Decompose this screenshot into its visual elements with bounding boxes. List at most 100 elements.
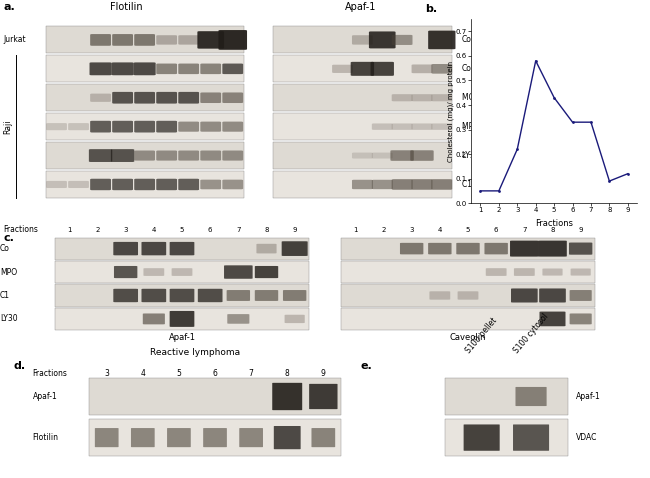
Text: 9: 9 xyxy=(578,227,583,233)
FancyBboxPatch shape xyxy=(178,151,199,161)
FancyBboxPatch shape xyxy=(543,269,563,276)
Text: 8: 8 xyxy=(265,227,268,233)
Text: 3: 3 xyxy=(124,227,128,233)
FancyBboxPatch shape xyxy=(222,180,243,189)
FancyBboxPatch shape xyxy=(227,314,250,324)
Text: 5: 5 xyxy=(177,369,181,378)
FancyBboxPatch shape xyxy=(392,94,413,101)
FancyBboxPatch shape xyxy=(218,30,247,50)
Bar xyxy=(46,26,244,54)
FancyBboxPatch shape xyxy=(198,31,224,49)
FancyBboxPatch shape xyxy=(272,383,302,410)
Text: 4: 4 xyxy=(437,227,442,233)
Text: 7: 7 xyxy=(522,227,526,233)
Text: Apaf-1: Apaf-1 xyxy=(168,333,196,342)
Text: S100 pellet: S100 pellet xyxy=(464,316,499,356)
Bar xyxy=(273,142,452,169)
Text: 2: 2 xyxy=(382,227,385,233)
FancyBboxPatch shape xyxy=(372,180,393,189)
FancyBboxPatch shape xyxy=(90,121,111,132)
FancyBboxPatch shape xyxy=(411,179,432,190)
FancyBboxPatch shape xyxy=(255,290,278,301)
FancyBboxPatch shape xyxy=(46,181,67,188)
FancyBboxPatch shape xyxy=(411,123,432,130)
Text: MPO (5mM): MPO (5mM) xyxy=(462,122,506,131)
FancyBboxPatch shape xyxy=(68,123,89,130)
Text: C1: C1 xyxy=(0,291,10,300)
FancyBboxPatch shape xyxy=(170,289,194,302)
Bar xyxy=(341,261,595,283)
FancyBboxPatch shape xyxy=(256,244,277,253)
Text: 9: 9 xyxy=(292,227,297,233)
FancyBboxPatch shape xyxy=(352,35,373,44)
Bar xyxy=(46,113,244,140)
Bar xyxy=(46,84,244,111)
FancyBboxPatch shape xyxy=(114,266,137,278)
FancyBboxPatch shape xyxy=(227,290,250,301)
Text: Apaf-1: Apaf-1 xyxy=(345,2,376,12)
FancyBboxPatch shape xyxy=(411,94,432,101)
Text: 4: 4 xyxy=(151,227,156,233)
FancyBboxPatch shape xyxy=(515,387,547,406)
FancyBboxPatch shape xyxy=(400,243,423,254)
Text: VDAC: VDAC xyxy=(575,433,597,442)
FancyBboxPatch shape xyxy=(90,63,112,75)
Y-axis label: Cholesterol (mg)/ mg protein: Cholesterol (mg)/ mg protein xyxy=(448,61,454,162)
FancyBboxPatch shape xyxy=(222,151,243,161)
Bar xyxy=(341,284,595,306)
FancyBboxPatch shape xyxy=(200,180,221,189)
FancyBboxPatch shape xyxy=(156,179,177,190)
Text: 5: 5 xyxy=(180,227,184,233)
Bar xyxy=(55,308,309,330)
Text: Flotilin: Flotilin xyxy=(32,433,58,442)
Bar xyxy=(55,261,309,283)
Text: 3: 3 xyxy=(410,227,414,233)
Text: Co: Co xyxy=(0,244,10,253)
Bar xyxy=(46,142,244,169)
FancyBboxPatch shape xyxy=(200,121,221,132)
Bar xyxy=(341,238,595,260)
Text: LY30: LY30 xyxy=(0,315,18,324)
Text: 1: 1 xyxy=(67,227,72,233)
FancyBboxPatch shape xyxy=(458,291,478,300)
FancyBboxPatch shape xyxy=(510,240,539,257)
Text: 6: 6 xyxy=(494,227,499,233)
Text: 6: 6 xyxy=(213,369,218,378)
FancyBboxPatch shape xyxy=(200,92,221,103)
FancyBboxPatch shape xyxy=(143,314,165,325)
Text: 6: 6 xyxy=(208,227,213,233)
FancyBboxPatch shape xyxy=(372,152,393,159)
FancyBboxPatch shape xyxy=(540,288,566,303)
Text: Reactive lymphoma: Reactive lymphoma xyxy=(150,348,240,358)
Text: MPO: MPO xyxy=(0,268,17,277)
FancyBboxPatch shape xyxy=(369,32,396,48)
FancyBboxPatch shape xyxy=(134,179,155,190)
FancyBboxPatch shape xyxy=(156,92,177,104)
Text: e.: e. xyxy=(361,360,372,370)
FancyBboxPatch shape xyxy=(200,64,221,74)
FancyBboxPatch shape xyxy=(484,243,508,254)
Bar xyxy=(273,84,452,111)
Text: LY30 (25mM): LY30 (25mM) xyxy=(462,151,511,160)
FancyBboxPatch shape xyxy=(112,92,133,104)
FancyBboxPatch shape xyxy=(511,288,538,303)
FancyBboxPatch shape xyxy=(134,151,155,161)
FancyBboxPatch shape xyxy=(172,268,192,276)
Text: Flotilin: Flotilin xyxy=(111,2,143,12)
Bar xyxy=(55,238,309,260)
FancyBboxPatch shape xyxy=(391,150,414,161)
FancyBboxPatch shape xyxy=(112,179,133,190)
FancyBboxPatch shape xyxy=(569,314,592,325)
Bar xyxy=(46,171,244,198)
FancyBboxPatch shape xyxy=(372,123,393,130)
Text: b.: b. xyxy=(425,4,437,14)
Bar xyxy=(55,284,309,306)
Text: c.: c. xyxy=(3,233,14,243)
Bar xyxy=(273,113,452,140)
FancyBboxPatch shape xyxy=(281,241,307,256)
FancyBboxPatch shape xyxy=(198,289,222,302)
FancyBboxPatch shape xyxy=(332,65,353,73)
Text: 1: 1 xyxy=(353,227,358,233)
FancyBboxPatch shape xyxy=(178,179,199,190)
FancyBboxPatch shape xyxy=(283,290,306,301)
